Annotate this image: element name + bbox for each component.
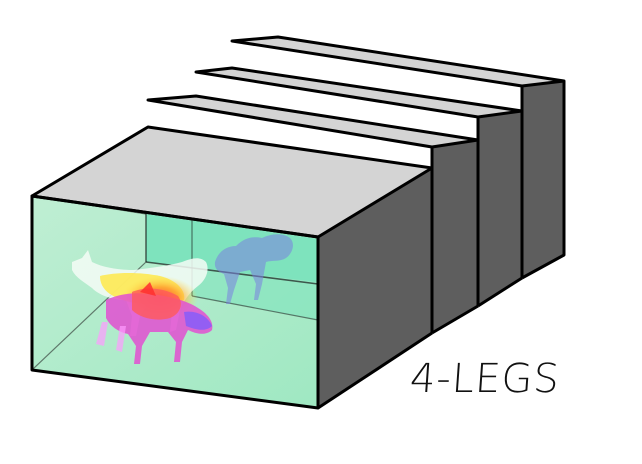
diagram-outlines bbox=[30, 35, 566, 410]
fox-silhouette-near bbox=[96, 276, 213, 364]
slab-2-top bbox=[148, 96, 478, 147]
slab-2-side bbox=[432, 140, 478, 333]
inner-edge-mid-floor bbox=[191, 295, 318, 321]
slab-3-side bbox=[478, 111, 522, 306]
slab-3-top bbox=[196, 68, 522, 117]
slab-2 bbox=[148, 96, 478, 333]
slab-4-side bbox=[522, 81, 564, 278]
slab-4-top bbox=[232, 37, 564, 86]
fox-silhouette-far bbox=[214, 234, 293, 304]
interior-view bbox=[32, 196, 318, 371]
slab-1-side bbox=[318, 168, 432, 408]
slab-4 bbox=[232, 37, 564, 278]
diagram-label: 4-LEGS bbox=[408, 356, 562, 402]
slab-3 bbox=[196, 68, 522, 306]
